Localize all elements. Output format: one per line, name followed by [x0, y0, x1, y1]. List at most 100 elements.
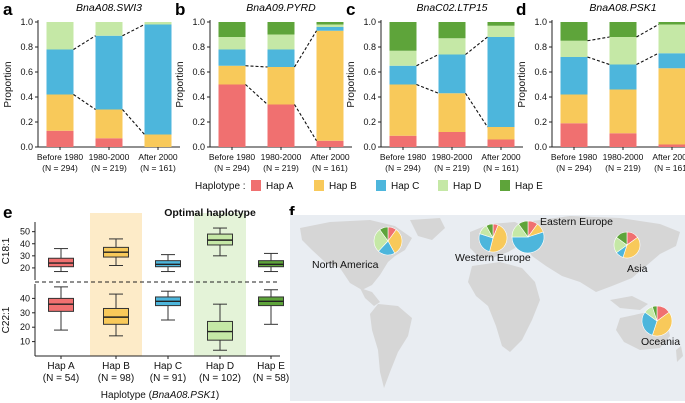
x-tick-count: (N = 161)	[312, 163, 348, 173]
bar-segment-hap-b-1980-2000	[95, 109, 123, 139]
bar-segment-hap-b-before-1980	[389, 84, 417, 136]
bar-segment-hap-e-after-2000	[316, 22, 344, 25]
y-tick-label: 20	[20, 263, 30, 273]
africa-landmass	[468, 262, 540, 352]
x-tick-label-hap-b: Hap B	[102, 361, 130, 372]
panel-letter-b: b	[175, 0, 185, 19]
y-tick-label: 0.8	[534, 42, 547, 52]
trend-connector-line	[587, 36, 610, 42]
y-axis-label: Proportion	[346, 61, 357, 107]
y-tick-label: 0.4	[363, 92, 376, 102]
panel-letter-e: e	[3, 203, 12, 222]
pie-asia: Asia	[613, 231, 648, 275]
box-iqr	[48, 297, 74, 312]
legend-swatch-hap-a	[251, 180, 261, 191]
y-tick-label: 0.0	[20, 142, 33, 152]
bar-segment-hap-c-1980-2000	[438, 54, 466, 94]
bar-segment-hap-d-before-1980	[218, 37, 246, 50]
bar-segment-hap-c-before-1980	[218, 49, 246, 66]
y-axis-label: C22:1	[1, 306, 12, 333]
trend-connector-line	[245, 84, 268, 105]
bar-segment-hap-b-before-1980	[560, 94, 588, 124]
optimal-haplotype-label: Optimal haplotype	[164, 207, 256, 219]
bar-segment-hap-d-after-2000	[487, 25, 515, 37]
y-tick-label: 0.6	[534, 67, 547, 77]
y-tick-label: 1.0	[20, 17, 33, 27]
trend-connector-line	[587, 56, 610, 66]
y-tick-label: 0.0	[192, 142, 205, 152]
y-axis-label: Proportion	[175, 61, 186, 107]
x-tick-count: (N = 161)	[140, 163, 176, 173]
legend-title: Haplotype :	[195, 181, 246, 192]
pie-eastern-europe: Eastern Europe	[511, 216, 613, 254]
x-tick-count-hap-a: (N = 54)	[43, 373, 79, 384]
x-tick-label: 1980-2000	[603, 152, 644, 162]
bar-segment-hap-b-1980-2000	[438, 93, 466, 132]
y-tick-label: 0.2	[534, 117, 547, 127]
bar-segment-hap-a-before-1980	[389, 135, 417, 147]
legend-swatch-hap-e	[500, 180, 510, 191]
y-tick-label: 0.2	[192, 117, 205, 127]
bar-segment-hap-c-1980-2000	[609, 64, 637, 90]
bar-segment-hap-c-before-1980	[560, 57, 588, 95]
bar-segment-hap-c-before-1980	[46, 49, 74, 95]
bar-segment-hap-b-before-1980	[218, 65, 246, 85]
y-tick-label: 0.8	[363, 42, 376, 52]
bar-segment-hap-e-before-1980	[218, 22, 246, 37]
box-iqr	[103, 307, 129, 325]
y-tick-label: 0.0	[363, 142, 376, 152]
x-tick-label: Before 1980	[380, 152, 427, 162]
y-tick-label: 0.4	[534, 92, 547, 102]
bar-segment-hap-c-after-2000	[144, 24, 172, 135]
trend-connector-line	[73, 94, 96, 110]
region-label-western-europe: Western Europe	[455, 252, 531, 264]
pie-slice-hap-b	[387, 229, 403, 254]
x-tick-label-hap-d: Hap D	[206, 361, 234, 372]
south-america-landmass	[370, 304, 412, 388]
trend-connector-line	[73, 35, 96, 50]
bar-segment-hap-c-before-1980	[389, 65, 417, 85]
box-hap-e	[258, 252, 284, 273]
bar-segment-hap-a-before-1980	[46, 130, 74, 147]
bar-segment-hap-e-before-1980	[389, 22, 417, 51]
bar-chart-panel-a: BnaA08.SWI3 0.0 0.2 0.4 0.6 0.8 1.0 Proportion B…	[3, 2, 180, 173]
box-hap-d	[207, 227, 233, 257]
y-tick-label: 50	[20, 227, 30, 237]
x-tick-count: (N = 294)	[214, 163, 250, 173]
y-tick-label: 1.0	[363, 17, 376, 27]
x-tick-label: 1980-2000	[432, 152, 473, 162]
legend-swatch-hap-d	[438, 180, 448, 191]
y-tick-label: 30	[20, 308, 30, 318]
bar-segment-hap-a-1980-2000	[95, 138, 123, 147]
bar-segment-hap-b-after-2000	[144, 134, 172, 147]
panel-letter-a: a	[3, 0, 13, 19]
y-tick-label: 0.6	[192, 67, 205, 77]
box-hap-e	[258, 289, 284, 325]
bar-segment-hap-d-1980-2000	[609, 37, 637, 65]
pie-slice-hap-b	[489, 224, 508, 253]
pie-slice-hap-e	[518, 220, 529, 238]
bar-segment-hap-d-after-2000	[316, 24, 344, 27]
box-hap-c	[155, 254, 181, 273]
trend-connector-line	[122, 109, 145, 135]
bar-segment-hap-d-1980-2000	[95, 22, 123, 36]
legend-label-hap-a: Hap A	[266, 181, 294, 192]
bar-segment-hap-c-after-2000	[316, 27, 344, 31]
chart-title: BnaA08.SWI3	[76, 2, 142, 14]
x-tick-label: Before 1980	[209, 152, 256, 162]
trend-connector-line	[416, 54, 439, 67]
box-hap-d	[207, 303, 233, 351]
bar-segment-hap-b-after-2000	[658, 68, 685, 145]
x-tick-label: 1980-2000	[89, 152, 130, 162]
bar-segment-hap-a-after-2000	[487, 139, 515, 147]
bar-segment-hap-a-1980-2000	[609, 133, 637, 147]
trend-connector-line	[122, 24, 145, 37]
x-axis-label: Haplotype (BnaA08.PSK1)	[101, 390, 219, 401]
pie-slice-hap-e	[485, 223, 494, 239]
haplotype-legend: Haplotype : Hap A Hap B Hap C Hap D Hap E	[195, 180, 543, 192]
bar-segment-hap-d-before-1980	[46, 22, 74, 50]
world-map: North America Western Europe Eastern Europ…	[290, 215, 685, 401]
y-tick-label: 0.4	[20, 92, 33, 102]
x-tick-label: Before 1980	[551, 152, 598, 162]
trend-connector-line	[416, 83, 439, 94]
